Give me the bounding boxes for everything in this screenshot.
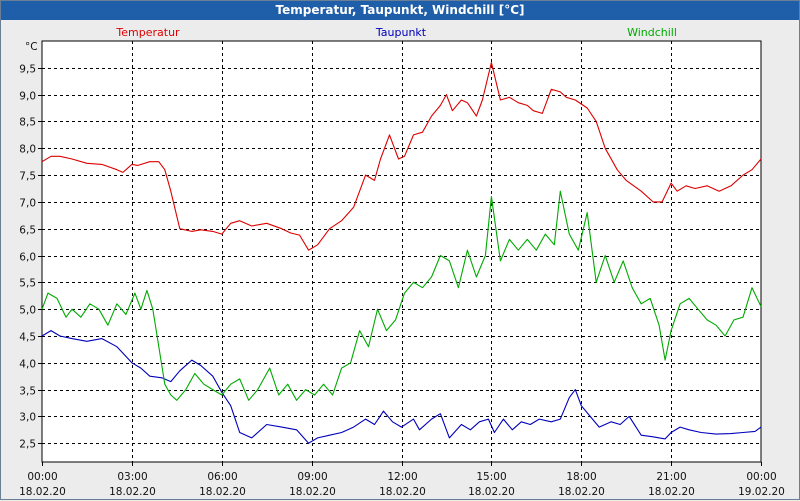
y-tick-label: 8,5 <box>19 117 36 129</box>
y-tick-label: 9,5 <box>19 64 36 76</box>
x-tick-date: 18.02.20 <box>558 486 605 498</box>
x-tick-time: 21:00 <box>656 471 686 483</box>
x-tick-date: 18.02.20 <box>379 486 426 498</box>
series-lines <box>41 61 762 444</box>
y-tick-label: 5,0 <box>19 305 36 317</box>
x-tick-date: 19.02.20 <box>738 486 785 498</box>
y-tick-label: 6,5 <box>19 225 36 237</box>
x-tick-date: 18.02.20 <box>468 486 515 498</box>
x-tick-date: 18.02.20 <box>19 486 66 498</box>
y-axis-label: °C <box>25 41 38 53</box>
y-tick-label: 7,0 <box>19 198 36 210</box>
x-tick-date: 18.02.20 <box>289 486 336 498</box>
legend-taupunkt: Taupunkt <box>375 26 427 39</box>
x-tick-time: 12:00 <box>387 471 417 483</box>
x-tick-time: 15:00 <box>476 471 506 483</box>
series-line-windchill <box>41 190 762 401</box>
y-tick-label: 4,5 <box>19 332 36 344</box>
y-tick-label: 3,5 <box>19 386 36 398</box>
y-tick-label: 2,5 <box>19 439 36 451</box>
y-tick-label: 3,0 <box>19 412 36 424</box>
x-tick-date: 18.02.20 <box>199 486 246 498</box>
y-tick-label: 8,0 <box>19 144 36 156</box>
y-tick-label: 5,5 <box>19 278 36 290</box>
legend-temperatur: Temperatur <box>115 26 180 39</box>
x-tick-time: 09:00 <box>297 471 327 483</box>
plot-area <box>41 40 762 463</box>
y-tick-label: 4,0 <box>19 359 36 371</box>
series-line-taupunkt <box>41 330 762 444</box>
chart-title: Temperatur, Taupunkt, Windchill [°C] <box>1 1 799 20</box>
legend: Temperatur Taupunkt Windchill <box>115 26 677 39</box>
series-line-temperatur <box>41 61 762 251</box>
x-axis-ticks: 00:00 18.02.20 03:00 18.02.20 06:00 18.02.20 0… <box>19 462 785 498</box>
x-tick-time: 00:00 <box>27 471 57 483</box>
x-tick-date: 18.02.20 <box>648 486 695 498</box>
grid-lines <box>42 41 761 462</box>
x-tick-time: 18:00 <box>566 471 596 483</box>
legend-windchill: Windchill <box>627 26 677 39</box>
x-tick-time: 03:00 <box>117 471 147 483</box>
y-tick-label: 9,0 <box>19 91 36 103</box>
x-tick-date: 18.02.20 <box>109 486 156 498</box>
y-tick-label: 6,0 <box>19 252 36 264</box>
x-tick-time: 00:00 <box>746 471 776 483</box>
x-tick-time: 06:00 <box>207 471 237 483</box>
y-tick-label: 7,5 <box>19 171 36 183</box>
y-axis-ticks: 2,5 3,0 3,5 4,0 4,5 5,0 5,5 6,0 6,5 7,0 7,5 8,0 8,5 9… <box>19 64 42 451</box>
